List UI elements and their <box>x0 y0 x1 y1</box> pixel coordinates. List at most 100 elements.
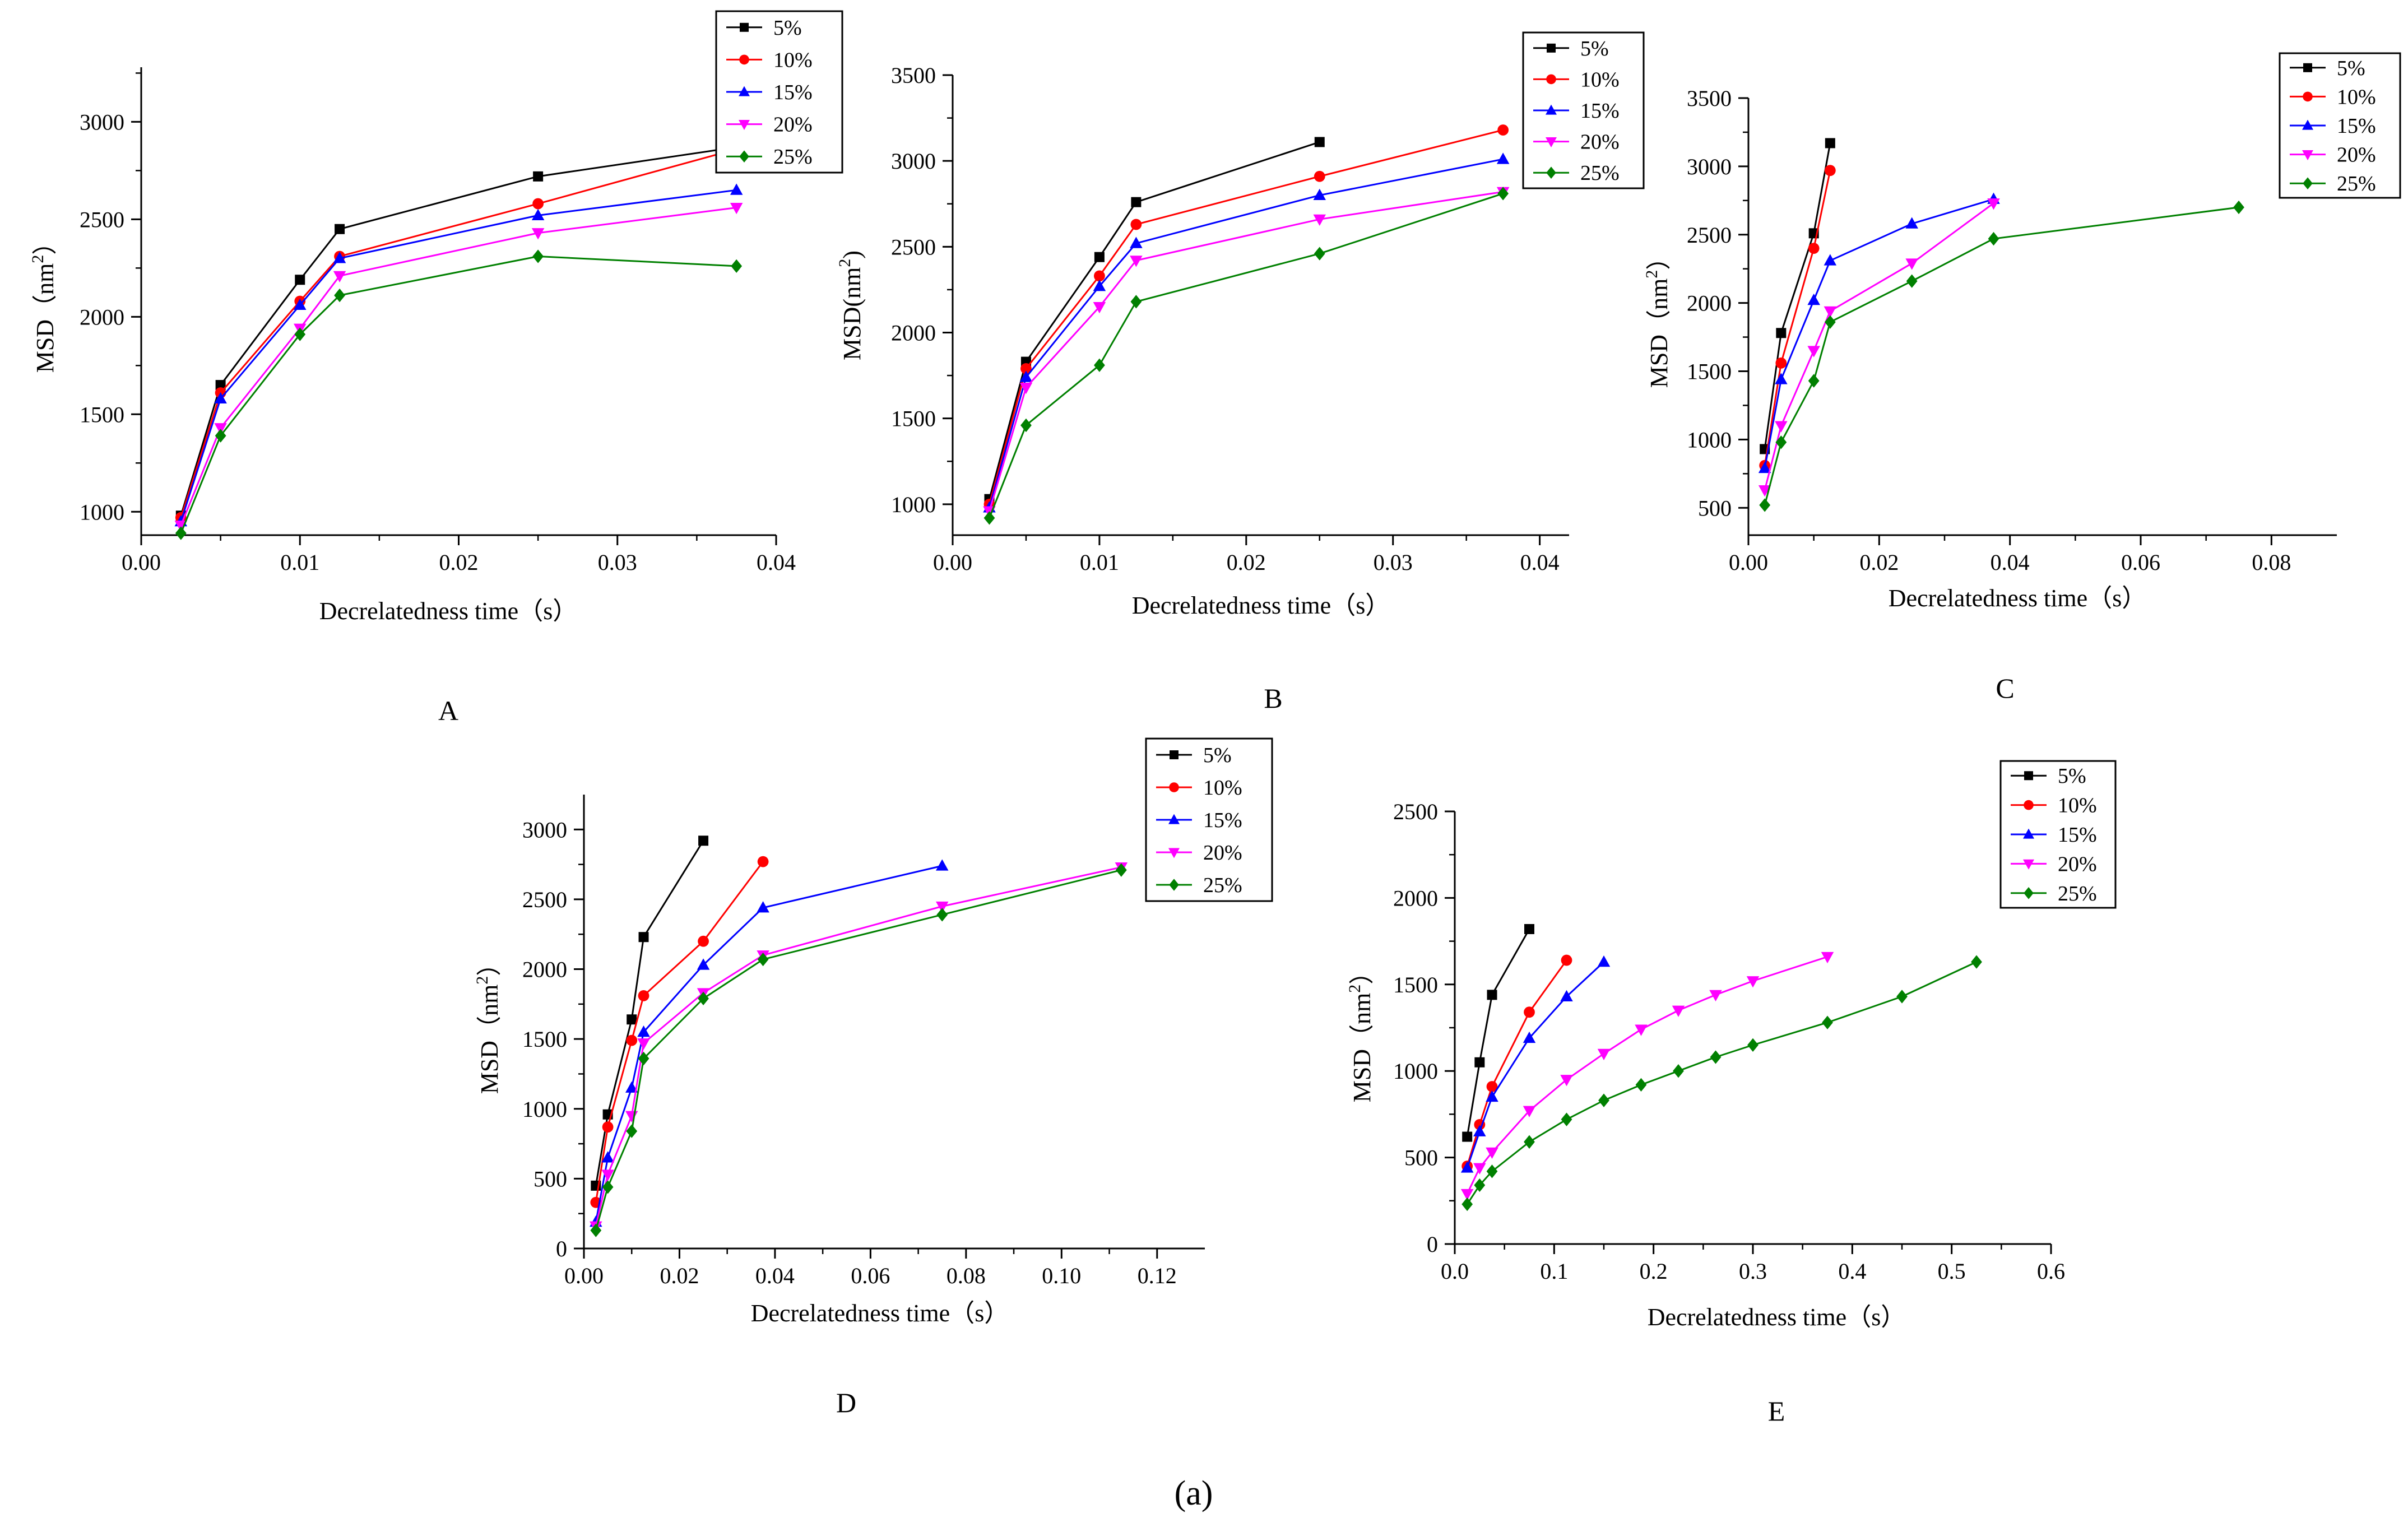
data-point <box>334 288 345 303</box>
y-tick-label: 1500 <box>1393 972 1438 997</box>
x-tick-label: 0.00 <box>122 550 161 575</box>
data-point <box>1822 1015 1833 1029</box>
y-tick-label: 1500 <box>1687 359 1732 384</box>
data-point <box>1988 231 1999 246</box>
data-point <box>1486 1081 1498 1092</box>
legend-label: 5% <box>773 16 802 40</box>
data-point <box>1906 274 1918 288</box>
y-tick-label: 2500 <box>1687 222 1732 248</box>
y-axis-title: MSD（nm2） <box>1345 960 1376 1103</box>
data-point <box>627 1014 637 1025</box>
data-point <box>1775 435 1787 449</box>
legend-label: 25% <box>1580 161 1620 185</box>
data-point <box>1461 1197 1473 1212</box>
x-tick-label: 0.04 <box>757 550 796 575</box>
data-point <box>730 202 743 215</box>
data-point <box>1314 137 1325 147</box>
data-point <box>531 228 545 240</box>
y-tick-label: 2000 <box>522 957 567 982</box>
y-tick-label: 3500 <box>1687 86 1732 111</box>
y-tick-label: 1000 <box>1393 1059 1438 1084</box>
data-point <box>333 252 346 263</box>
legend-label: 20% <box>1203 841 1242 865</box>
chart-panel-c: 0.00 0.02 0.04 0.06 0.08 500 1000 1500 2000 2500 3… <box>1643 52 2401 704</box>
data-point <box>1497 124 1509 136</box>
legend: 5% 10% 15% 20% 25% <box>715 10 843 174</box>
data-point <box>1094 270 1105 282</box>
data-point <box>1020 363 1032 374</box>
data-point <box>1635 1078 1647 1092</box>
chart-panel-a: 0.00 0.01 0.02 0.03 0.04 1000 1500 2000 2500 3000… <box>29 10 843 726</box>
data-point <box>1746 976 1760 988</box>
data-point <box>1314 247 1325 261</box>
legend-label: 20% <box>773 113 813 137</box>
legend-label: 25% <box>773 145 813 169</box>
series-line-25pct <box>595 869 1122 1231</box>
data-point <box>602 1180 614 1194</box>
x-tick-label: 0.00 <box>564 1263 604 1288</box>
data-point <box>1905 258 1918 270</box>
legend-label: 5% <box>1203 744 1232 767</box>
data-point <box>601 1151 614 1163</box>
data-point <box>1807 294 1820 305</box>
data-point <box>1524 1006 1535 1018</box>
data-point <box>532 198 544 210</box>
data-point <box>757 901 769 913</box>
data-point <box>214 423 227 435</box>
series-line-20pct <box>595 866 1122 1227</box>
series-line-10pct <box>1764 170 1831 466</box>
y-tick-label: 3000 <box>80 109 124 134</box>
y-axis-title: MSD(nm2) <box>836 250 866 360</box>
data-point <box>1597 1048 1611 1061</box>
data-point <box>333 271 346 282</box>
y-tick-label: 3000 <box>1687 154 1732 179</box>
data-point <box>1560 1075 1573 1087</box>
x-axis-title: Decrelatedness time（s） <box>1889 584 2147 612</box>
legend-marker <box>2023 859 2034 870</box>
data-point <box>1672 1005 1685 1017</box>
y-tick-label: 2500 <box>522 887 567 912</box>
series-line-10pct <box>180 148 737 518</box>
panel-label: E <box>1768 1395 1785 1427</box>
data-point <box>1019 382 1033 394</box>
data-point <box>698 991 709 1006</box>
data-point <box>697 958 710 970</box>
legend-marker <box>2302 150 2313 160</box>
legend: 5% 10% 15% 20% 25% <box>2279 52 2401 199</box>
legend-marker <box>1546 74 1556 85</box>
series-line-15pct <box>180 189 737 522</box>
y-tick-label: 1500 <box>80 402 124 427</box>
legend-label: 25% <box>2337 172 2376 196</box>
legend: 5% 10% 15% 20% 25% <box>1145 737 1273 902</box>
data-point <box>294 298 307 310</box>
legend-marker <box>2024 887 2034 899</box>
series-line-5pct <box>1764 143 1831 449</box>
data-point <box>1462 1131 1473 1142</box>
x-tick-label: 0.08 <box>947 1263 986 1288</box>
legend-label: 15% <box>2337 114 2376 138</box>
data-point <box>1093 280 1106 291</box>
series-line-25pct <box>989 192 1504 518</box>
data-point <box>531 208 545 220</box>
data-point <box>1560 990 1573 1001</box>
legend-marker <box>2302 119 2313 130</box>
legend-marker <box>1546 137 1557 147</box>
data-point <box>1775 357 1787 369</box>
x-tick-label: 0.00 <box>1729 550 1768 575</box>
y-tick-label: 1000 <box>522 1097 567 1122</box>
series-line-20pct <box>1764 202 1994 490</box>
data-point <box>1775 421 1788 433</box>
legend-label: 20% <box>1580 131 1620 154</box>
data-point <box>1758 461 1771 474</box>
data-point <box>637 1038 650 1050</box>
x-tick-label: 0.00 <box>933 550 972 575</box>
data-point <box>1019 370 1033 382</box>
data-point <box>214 392 227 404</box>
y-tick-label: 500 <box>1698 495 1732 521</box>
x-tick-label: 0.01 <box>1080 550 1119 575</box>
x-tick-label: 0.06 <box>851 1263 890 1288</box>
data-point <box>295 275 305 285</box>
data-point <box>590 1223 602 1237</box>
data-point <box>1130 236 1143 248</box>
x-tick-label: 0.03 <box>1374 550 1413 575</box>
